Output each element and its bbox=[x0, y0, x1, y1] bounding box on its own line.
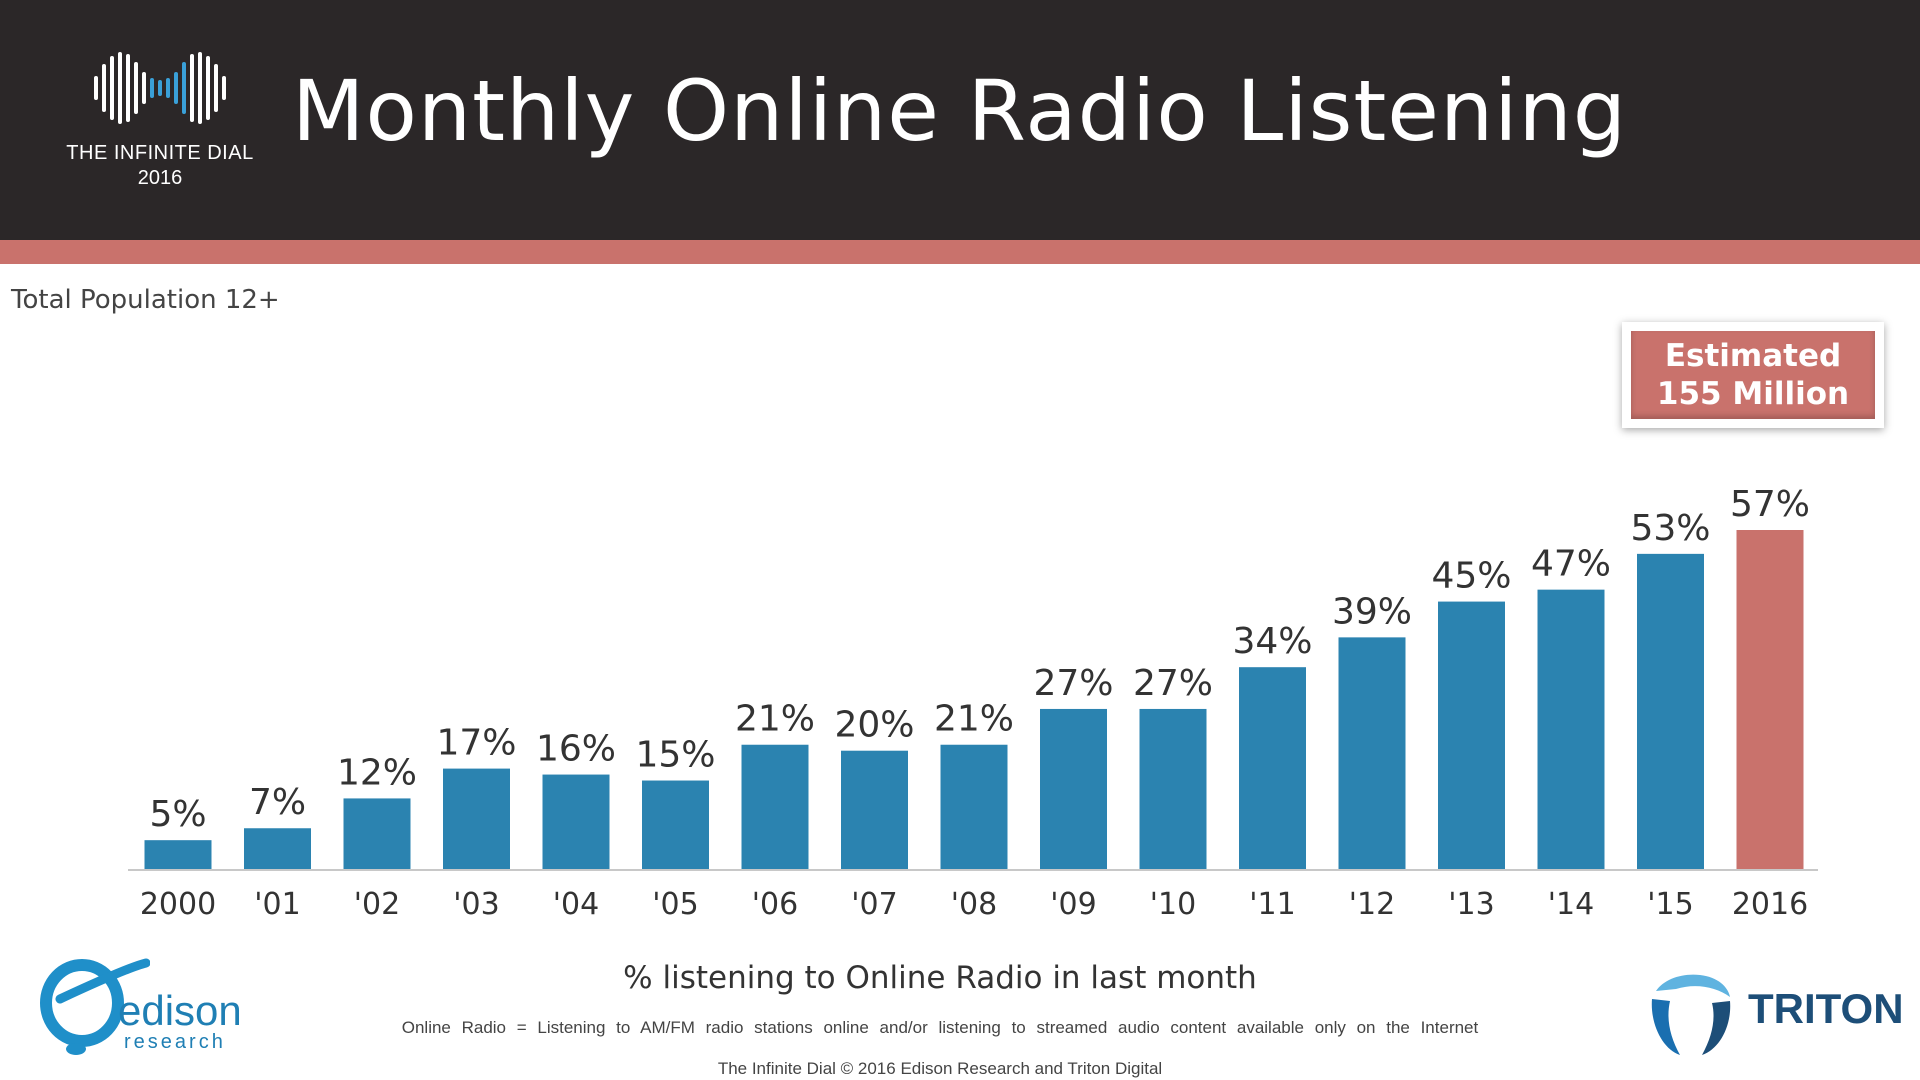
value-label-4: 16% bbox=[536, 729, 616, 770]
x-tick-label-9: '09 bbox=[1050, 887, 1096, 922]
page-title: Monthly Online Radio Listening bbox=[292, 62, 1628, 160]
edison-logo-text: edison bbox=[118, 987, 242, 1034]
header-bar: THE INFINITE DIAL 2016 Monthly Online Ra… bbox=[0, 0, 1920, 240]
bar-5 bbox=[642, 780, 709, 870]
value-label-5: 15% bbox=[635, 735, 715, 776]
bar-1 bbox=[244, 828, 311, 870]
x-tick-label-14: '14 bbox=[1548, 887, 1594, 922]
x-tick-label-8: '08 bbox=[951, 887, 997, 922]
x-axis-tick-labels: 2000 '01 '02 '03 '04 '05 '06 '07 '08 '09 '10 '11 '12… bbox=[140, 887, 1808, 922]
x-tick-label-3: '03 bbox=[453, 887, 499, 922]
online-radio-definition: Online Radio = Listening to AM/FM radio … bbox=[401, 1018, 1479, 1037]
edison-research-logo: edison research bbox=[30, 955, 270, 1065]
estimate-callout-box: Estimated 155 Million bbox=[1631, 331, 1875, 419]
estimate-callout: Estimated 155 Million bbox=[1622, 322, 1884, 428]
value-label-11: 34% bbox=[1232, 621, 1312, 662]
infinite-dial-logo: THE INFINITE DIAL 2016 bbox=[40, 30, 280, 200]
bar-8 bbox=[940, 744, 1008, 870]
bar-12 bbox=[1338, 637, 1406, 870]
infinite-dial-logo-mark bbox=[94, 52, 226, 124]
logo-year-text: 2016 bbox=[137, 167, 183, 189]
bar-11 bbox=[1239, 667, 1306, 870]
bar-13 bbox=[1438, 601, 1505, 870]
value-label-7: 20% bbox=[834, 705, 914, 746]
edison-swirl-icon bbox=[40, 958, 150, 1055]
value-labels: 5% 7% 12% 17% 16% 15% 21% 20% 21% 27% 27% 34% 39% 45%… bbox=[149, 484, 1810, 835]
triton-logo-text: TRITON bbox=[1748, 985, 1904, 1032]
copyright-text: The Infinite Dial © 2016 Edison Research… bbox=[717, 1059, 1163, 1078]
x-tick-label-5: '05 bbox=[652, 887, 698, 922]
x-tick-label-6: '06 bbox=[752, 887, 798, 922]
value-label-8: 21% bbox=[934, 699, 1014, 740]
value-label-10: 27% bbox=[1133, 663, 1213, 704]
value-label-6: 21% bbox=[735, 699, 815, 740]
bar-series bbox=[144, 530, 1804, 870]
value-label-12: 39% bbox=[1332, 591, 1412, 632]
value-label-3: 17% bbox=[436, 723, 516, 764]
bar-chart: 5% 7% 12% 17% 16% 15% 21% 20% 21% 27% 27% 34% 39% 45%… bbox=[128, 484, 1818, 922]
value-label-9: 27% bbox=[1033, 663, 1113, 704]
callout-line-2: 155 Million bbox=[1656, 376, 1850, 412]
bar-9 bbox=[1040, 708, 1107, 870]
bar-15 bbox=[1637, 553, 1704, 870]
bar-3 bbox=[443, 768, 510, 870]
population-subtitle: Total Population 12+ bbox=[11, 285, 280, 315]
x-tick-label-16: 2016 bbox=[1732, 887, 1808, 922]
x-tick-label-1: '01 bbox=[254, 887, 300, 922]
x-axis-caption: % listening to Online Radio in last mont… bbox=[623, 960, 1257, 996]
x-tick-label-13: '13 bbox=[1448, 887, 1494, 922]
bar-6 bbox=[741, 744, 809, 870]
logo-name-text: THE INFINITE DIAL bbox=[66, 142, 254, 164]
value-label-1: 7% bbox=[249, 782, 306, 823]
value-label-15: 53% bbox=[1630, 508, 1710, 549]
bar-16 bbox=[1736, 530, 1804, 870]
x-tick-label-10: '10 bbox=[1150, 887, 1196, 922]
callout-line-1: Estimated bbox=[1664, 338, 1842, 374]
value-label-2: 12% bbox=[337, 752, 417, 793]
x-tick-label-7: '07 bbox=[851, 887, 897, 922]
x-tick-label-4: '04 bbox=[553, 887, 599, 922]
x-tick-label-2: '02 bbox=[354, 887, 400, 922]
accent-stripe bbox=[0, 240, 1920, 264]
bar-7 bbox=[841, 750, 908, 870]
bar-10 bbox=[1139, 708, 1207, 870]
value-label-16: 57% bbox=[1730, 484, 1810, 525]
bar-14 bbox=[1537, 589, 1605, 870]
bar-4 bbox=[542, 774, 610, 870]
triton-emblem-icon bbox=[1651, 974, 1731, 1055]
bar-2 bbox=[343, 798, 411, 870]
value-label-13: 45% bbox=[1431, 556, 1511, 597]
x-tick-label-0: 2000 bbox=[140, 887, 216, 922]
edison-logo-subtext: research bbox=[124, 1031, 226, 1053]
bar-0 bbox=[144, 840, 212, 870]
value-label-14: 47% bbox=[1531, 544, 1611, 585]
x-tick-label-12: '12 bbox=[1349, 887, 1395, 922]
x-tick-label-15: '15 bbox=[1647, 887, 1693, 922]
value-label-0: 5% bbox=[149, 794, 206, 835]
triton-digital-logo: TRITON bbox=[1640, 955, 1904, 1070]
x-tick-label-11: '11 bbox=[1249, 887, 1295, 922]
